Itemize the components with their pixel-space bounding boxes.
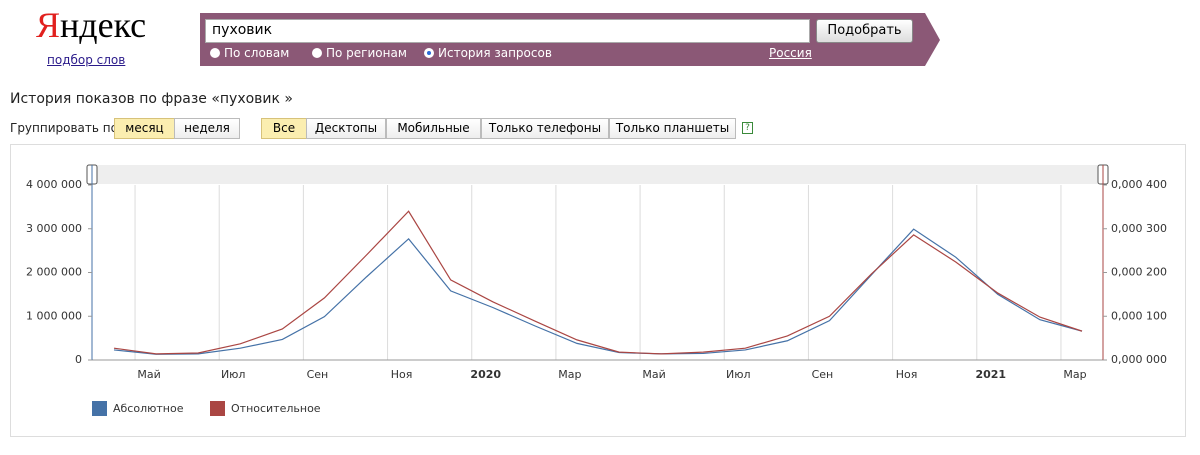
radio-option[interactable]: По регионам — [312, 46, 407, 60]
series-line — [113, 210, 1083, 355]
device-tab[interactable]: Десктопы — [306, 118, 386, 139]
y2-tick-label: 0,000 100 — [1111, 309, 1167, 322]
legend-swatch — [210, 401, 225, 416]
x-tick-label: Май — [642, 368, 665, 381]
search-input[interactable]: пуховик — [205, 19, 810, 43]
device-tab[interactable]: Все — [261, 118, 307, 139]
x-tick-label: Сен — [307, 368, 329, 381]
logo-link[interactable]: подбор слов — [47, 53, 126, 67]
y2-tick-label: 0,000 300 — [1111, 222, 1167, 235]
radio-label: По регионам — [326, 46, 407, 60]
x-tick-label: Ноя — [391, 368, 413, 381]
legend-label: Относительное — [231, 402, 321, 415]
group-label: Группировать по: — [10, 121, 123, 135]
x-tick-label: Ноя — [896, 368, 918, 381]
radio-label: По словам — [224, 46, 290, 60]
x-tick-label: Май — [137, 368, 160, 381]
group-button[interactable]: месяц — [114, 118, 175, 139]
y-tick-label: 0 — [75, 353, 82, 366]
group-button[interactable]: неделя — [174, 118, 240, 139]
x-tick-label: Сен — [812, 368, 834, 381]
y2-tick-label: 0,000 400 — [1111, 178, 1167, 191]
radio-option[interactable]: История запросов — [424, 46, 552, 60]
chart-frame — [10, 144, 1186, 437]
x-tick-label: 2021 — [975, 368, 1006, 381]
x-tick-label: Мар — [1063, 368, 1086, 381]
y-tick-label: 1 000 000 — [26, 309, 82, 322]
device-tab[interactable]: Только планшеты — [609, 118, 736, 139]
device-tab[interactable]: Мобильные — [386, 118, 481, 139]
x-tick-label: Мар — [558, 368, 581, 381]
radio-label: История запросов — [438, 46, 552, 60]
y-tick-label: 3 000 000 — [26, 222, 82, 235]
legend-swatch — [92, 401, 107, 416]
series-line — [113, 228, 1083, 355]
region-link[interactable]: Россия — [769, 46, 812, 60]
legend-label: Абсолютное — [113, 402, 184, 415]
page-heading: История показов по фразе «пуховик » — [10, 91, 294, 107]
y2-tick-label: 0,000 200 — [1111, 266, 1167, 279]
radio-option[interactable]: По словам — [210, 46, 289, 60]
x-tick-label: Июл — [726, 368, 751, 381]
y-tick-label: 4 000 000 — [26, 178, 82, 191]
logo[interactable]: Яндекс — [36, 5, 147, 45]
device-tab[interactable]: Только телефоны — [481, 118, 609, 139]
y2-tick-label: 0,000 000 — [1111, 353, 1167, 366]
y-tick-label: 2 000 000 — [26, 266, 82, 279]
x-tick-label: Июл — [221, 368, 246, 381]
search-button[interactable]: Подобрать — [816, 19, 913, 43]
x-tick-label: 2020 — [470, 368, 501, 381]
help-icon[interactable]: ? — [742, 122, 753, 134]
